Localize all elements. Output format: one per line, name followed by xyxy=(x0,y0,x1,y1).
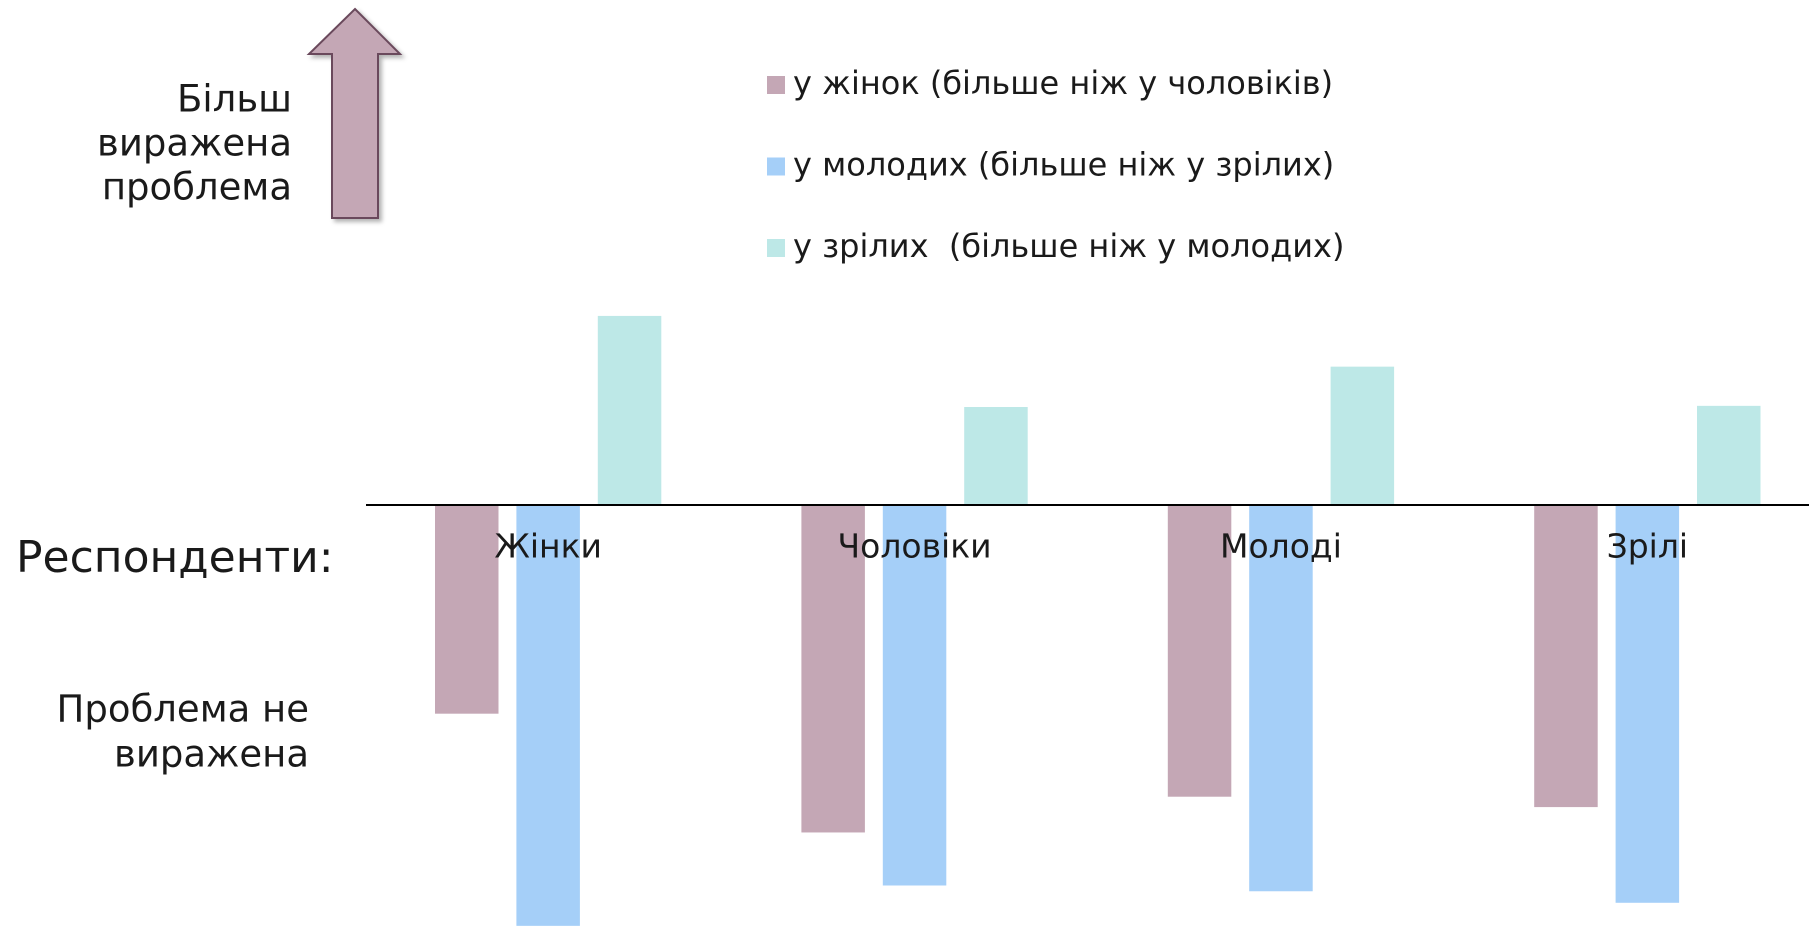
bar xyxy=(1249,505,1313,892)
top-label: Більш xyxy=(177,78,292,121)
bar xyxy=(1167,505,1232,797)
category-label: Жінки xyxy=(494,527,602,566)
legend-label: у жінок (більше ніж у чоловіків) xyxy=(793,64,1333,102)
bottom-label: виражена xyxy=(114,733,309,776)
category-label: Молоді xyxy=(1220,527,1342,566)
bar xyxy=(597,315,662,506)
legend-swatch xyxy=(767,239,785,257)
up-arrow xyxy=(306,7,403,219)
bar xyxy=(882,505,947,886)
bar xyxy=(516,505,580,926)
legend-label: у молодих (більше ніж у зрілих) xyxy=(793,146,1334,184)
legend-label: у зрілих (більше ніж у молодих) xyxy=(793,227,1344,265)
category-label: Чоловіки xyxy=(838,527,992,566)
bar xyxy=(435,505,499,714)
legend-swatch xyxy=(767,157,785,176)
bar xyxy=(964,407,1028,506)
respondents-label: Респонденти: xyxy=(16,532,334,583)
bar xyxy=(801,505,865,833)
top-label: виражена xyxy=(97,122,292,165)
bottom-label: Проблема не xyxy=(57,688,309,731)
bar xyxy=(1330,366,1395,506)
legend-swatch xyxy=(767,76,785,94)
bar xyxy=(1697,405,1761,506)
top-label: проблема xyxy=(102,166,292,209)
category-label: Зрілі xyxy=(1607,527,1689,566)
bar xyxy=(1615,505,1680,903)
bar xyxy=(1534,505,1598,808)
